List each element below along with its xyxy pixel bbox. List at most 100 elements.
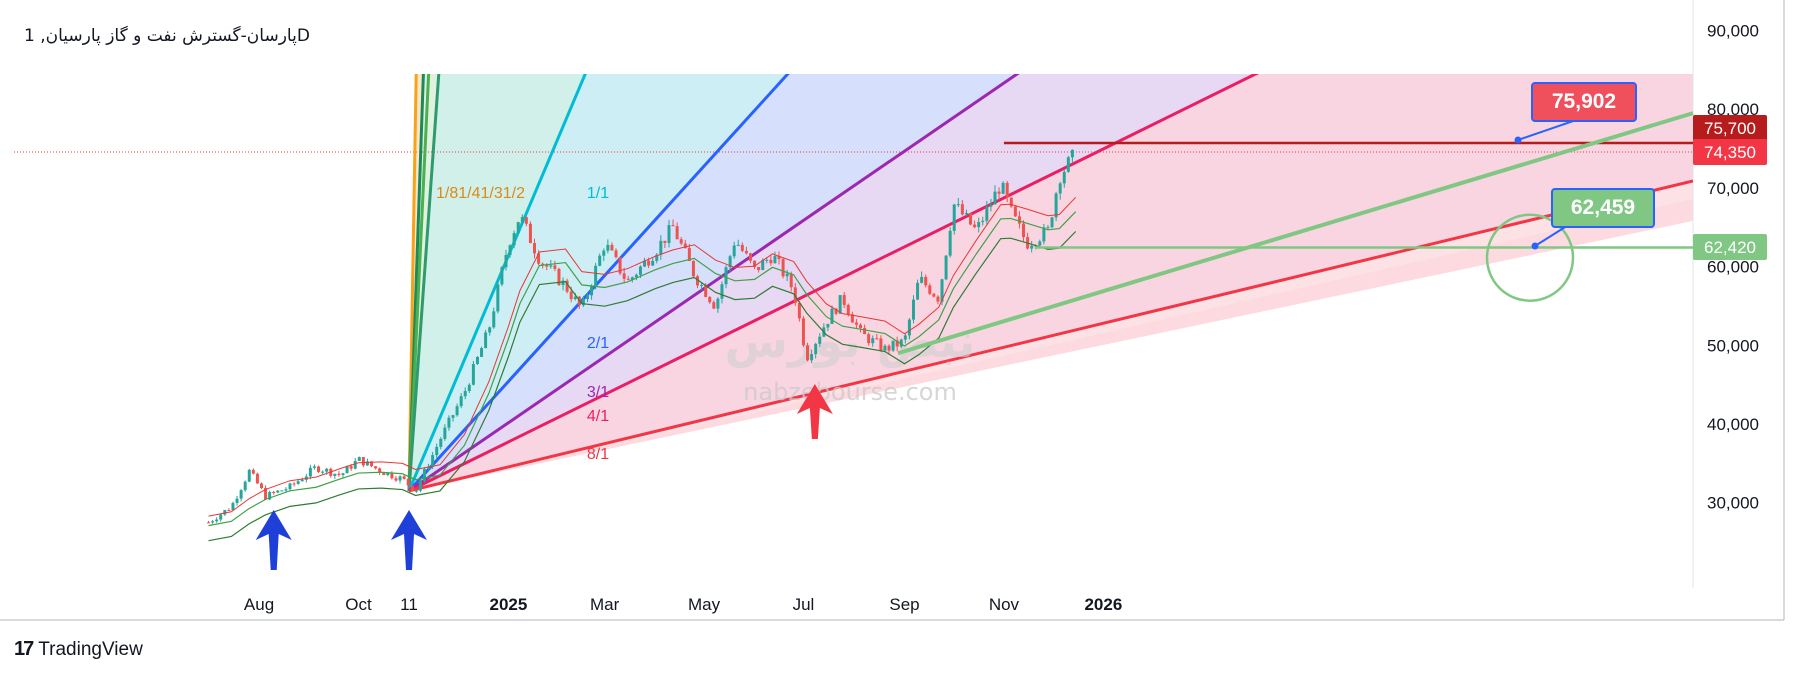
time-tick-2025: 2025	[490, 595, 528, 614]
candle-22	[296, 479, 300, 485]
candle-body	[679, 239, 683, 244]
candle-167	[887, 344, 891, 355]
candle-209	[1058, 181, 1062, 200]
symbol-title[interactable]: پارسان-گسترش نفت و گاز پارسیان, 1D	[18, 24, 316, 48]
candle-body	[920, 276, 924, 283]
trend-line-green	[897, 111, 1694, 356]
callout-62459[interactable]: 62,459	[1551, 188, 1655, 228]
candle-134	[753, 260, 757, 270]
candle-body	[810, 354, 814, 361]
candle-17	[276, 490, 280, 494]
candle-26	[312, 464, 316, 470]
candle-body	[911, 299, 915, 320]
candle-body	[883, 345, 887, 351]
candle-body	[207, 522, 211, 524]
callout-75902[interactable]: 75,902	[1531, 82, 1637, 122]
candle-49	[406, 478, 410, 489]
candle-175	[920, 271, 924, 284]
candle-57	[439, 437, 443, 450]
candle-74	[508, 244, 512, 258]
candle-body	[427, 466, 431, 469]
candle-187	[969, 212, 973, 226]
price-tick-60000: 60,000	[1707, 258, 1759, 277]
candle-body	[765, 259, 769, 261]
candle-95	[594, 262, 598, 290]
candle-body	[390, 472, 394, 479]
candle-body	[757, 266, 761, 271]
gann-line-2-1	[407, 74, 790, 492]
candle-20	[288, 482, 292, 491]
candle-207	[1050, 216, 1054, 229]
candle-body	[651, 260, 655, 266]
candle-body	[630, 277, 634, 280]
time-tick-11: 11	[400, 595, 418, 614]
candle-144	[793, 282, 797, 306]
candle-body	[708, 296, 712, 303]
blue-up-arrow-icon	[255, 510, 292, 570]
candle-body	[944, 255, 948, 280]
candle-body	[553, 265, 557, 269]
candle-73	[504, 249, 508, 271]
candle-171	[903, 332, 907, 344]
candle-body	[541, 263, 545, 265]
candle-body	[1066, 157, 1070, 172]
candle-body	[1046, 227, 1050, 229]
candle-130	[736, 239, 740, 247]
gann-line-3-1	[408, 74, 1020, 493]
candle-body	[960, 204, 964, 215]
candle-body	[989, 204, 993, 207]
candle-51	[414, 490, 418, 493]
candle-42	[378, 467, 382, 476]
candle-87	[561, 277, 565, 291]
tradingview-brand[interactable]: 17 TradingView	[14, 638, 143, 661]
candle-body	[435, 446, 439, 456]
candle-body	[744, 250, 748, 254]
candle-62	[459, 393, 463, 409]
candle-body	[394, 478, 398, 481]
candle-77	[520, 214, 524, 226]
candle-body	[276, 490, 280, 493]
candle-185	[960, 200, 964, 216]
candle-body	[834, 308, 838, 314]
candle-body	[508, 245, 512, 256]
price-tick-70000: 70,000	[1707, 179, 1759, 198]
candle-body	[569, 291, 573, 300]
candle-body	[227, 510, 231, 512]
candle-body	[712, 302, 716, 309]
candle-113	[667, 219, 671, 248]
candle-80	[533, 238, 537, 259]
candle-200	[1022, 220, 1026, 242]
candle-body	[602, 250, 606, 256]
candle-184	[956, 198, 960, 208]
candle-body	[333, 473, 337, 476]
candle-123	[708, 296, 712, 304]
candle-149	[814, 342, 818, 359]
candle-191	[985, 200, 989, 226]
candle-body	[1005, 182, 1009, 198]
candle-body	[533, 243, 537, 254]
candle-58	[443, 424, 447, 441]
candle-body	[830, 308, 834, 324]
candle-body	[300, 479, 304, 482]
candle-body	[634, 274, 638, 278]
candle-body	[447, 417, 451, 428]
candle-body	[353, 460, 357, 469]
candle-16	[272, 490, 276, 495]
candle-202	[1030, 240, 1034, 253]
candle-85	[553, 260, 557, 272]
candle-body	[215, 519, 219, 522]
gann-label-8-1: 8/1	[587, 446, 609, 463]
candle-72	[500, 266, 504, 287]
candle-145	[797, 301, 801, 322]
candle-156	[842, 292, 846, 309]
candle-102	[622, 267, 626, 284]
candle-body	[769, 259, 773, 264]
candle-body	[895, 340, 899, 347]
candle-176	[924, 274, 928, 288]
candle-56	[435, 443, 439, 459]
candle-body	[907, 319, 911, 336]
candle-27	[317, 465, 321, 474]
candle-205	[1042, 223, 1046, 245]
candle-194	[997, 187, 1001, 201]
